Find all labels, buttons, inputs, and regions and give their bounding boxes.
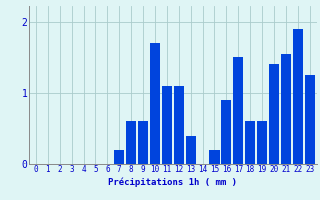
Bar (293, 29, 303, 164)
Bar (269, 64, 279, 164)
Bar (174, 86, 184, 164)
Bar (257, 121, 267, 164)
Bar (150, 43, 160, 164)
Bar (233, 57, 243, 164)
Bar (221, 100, 231, 164)
Bar (162, 86, 172, 164)
Bar (114, 150, 124, 164)
Bar (281, 54, 291, 164)
Bar (138, 121, 148, 164)
Bar (126, 121, 136, 164)
Bar (209, 150, 220, 164)
X-axis label: Précipitations 1h ( mm ): Précipitations 1h ( mm ) (108, 177, 237, 187)
Bar (245, 121, 255, 164)
Bar (186, 136, 196, 164)
Bar (305, 75, 315, 164)
